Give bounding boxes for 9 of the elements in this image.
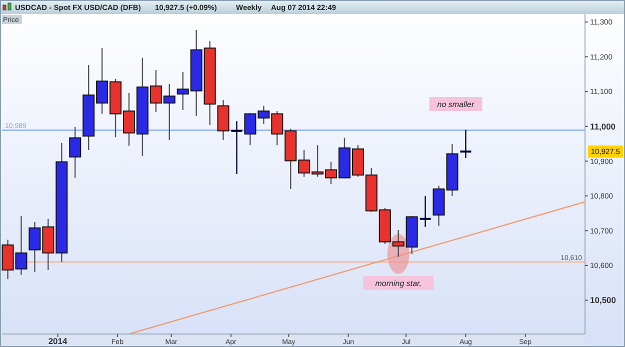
- x-tick-label: 2014: [48, 336, 68, 346]
- y-tick-label: 10,500: [590, 295, 616, 306]
- annotation: no smaller: [437, 100, 474, 109]
- y-tick-label: 11,000: [590, 121, 616, 132]
- candlestick: [231, 120, 242, 175]
- annotation: morning star,: [375, 278, 422, 288]
- candlestick: [420, 195, 431, 228]
- candlestick: [460, 129, 472, 159]
- candlestick: [69, 126, 82, 178]
